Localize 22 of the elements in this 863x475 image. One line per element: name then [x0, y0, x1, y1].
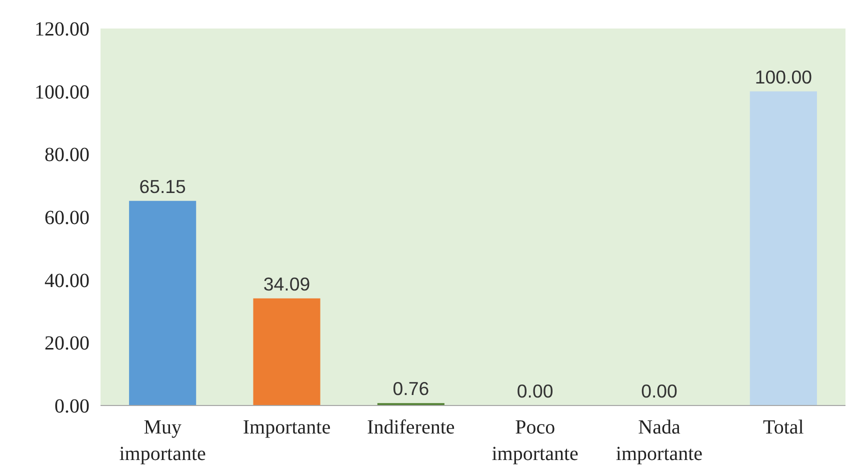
y-tick-label: 80.00: [44, 144, 90, 166]
data-label: 34.09: [263, 273, 310, 294]
x-tick-label: Importante: [242, 416, 331, 438]
data-label: 0.76: [392, 378, 430, 400]
bar: [253, 298, 320, 406]
data-label: 100.00: [754, 66, 812, 88]
y-tick-label: 20.00: [44, 332, 90, 355]
y-tick-label: 120.00: [34, 18, 90, 40]
data-label: 0.00: [516, 380, 554, 402]
y-tick-label: 40.00: [44, 270, 90, 292]
x-tick-label: Total: [763, 416, 804, 438]
data-label: 0.00: [641, 380, 678, 402]
bar: [129, 200, 196, 406]
x-tick-label: Muy importante: [119, 416, 206, 465]
x-tick-label: Poco importante: [492, 416, 579, 465]
x-tick-label: Indiferente: [367, 416, 455, 438]
x-tick-label: Nada importante: [616, 416, 703, 465]
y-tick-label: 0.00: [54, 396, 90, 418]
y-tick-label: 100.00: [34, 81, 90, 104]
bar: [750, 91, 817, 406]
y-tick-label: 60.00: [44, 207, 90, 229]
data-label: 65.15: [139, 176, 186, 197]
